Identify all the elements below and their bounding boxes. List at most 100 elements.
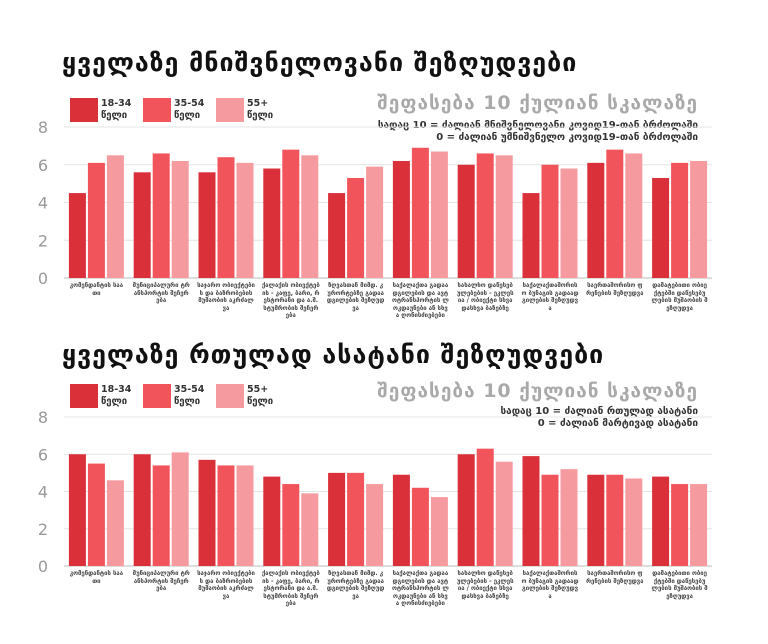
bar (236, 162, 254, 278)
bar (347, 472, 365, 566)
bar (68, 454, 86, 566)
x-tick-label: მუნიციპალური ტრანსპორტის შეჩერება (132, 282, 190, 304)
bar (366, 166, 384, 278)
scale-note-line-2: 0 = ძალიან მარტივად ასატანი (537, 418, 698, 429)
bar (652, 177, 670, 278)
legend-swatch (216, 98, 244, 122)
legend-swatch (143, 384, 171, 408)
y-tick-label: 2 (38, 520, 48, 539)
bar (606, 149, 624, 278)
legend-item-35-54: 35-54 წელი (143, 98, 208, 122)
bar (282, 149, 300, 278)
bar (690, 160, 708, 278)
bar (87, 162, 105, 278)
bar (347, 177, 365, 278)
bar (217, 465, 235, 566)
bar (171, 452, 189, 566)
x-tick-label: სახალხო დაწესებულებების - ეკლესია / ობიე… (456, 282, 514, 312)
x-tick-label: საერთაშორისო ფრენების შეზღუდვა (586, 570, 644, 585)
bar (198, 459, 216, 566)
bar (587, 162, 605, 278)
bar (133, 172, 151, 278)
bar (87, 463, 105, 566)
bar (495, 461, 513, 566)
y-tick-label: 0 (38, 269, 48, 288)
bar (457, 164, 475, 278)
bar (560, 469, 578, 566)
bar (263, 168, 281, 278)
bar (560, 168, 578, 278)
x-tick-label: საჯარო ობიექტების და ბაზრობების მუშაობის… (197, 570, 255, 600)
bar (541, 164, 559, 278)
bar (541, 474, 559, 566)
bar (476, 153, 494, 278)
legend-item-35-54: 35-54 წელი (143, 384, 208, 408)
bar (263, 476, 281, 566)
chart-2-scale-note: სადაც 10 = ძალიან რთულად ასატანი 0 = ძალ… (500, 406, 698, 430)
legend-label: 55+ წელი (247, 384, 274, 407)
bar (606, 474, 624, 566)
bar (430, 497, 448, 566)
bar (236, 465, 254, 566)
x-tick-label: ზღვასთან მიმდ. კურორტებზე გადაადგილების … (326, 282, 385, 312)
bar (68, 193, 86, 278)
bar (106, 480, 124, 566)
y-tick-label: 0 (38, 557, 48, 576)
bar (301, 493, 319, 566)
y-tick-label: 2 (38, 231, 48, 250)
chart-1-scale-title: შეფასება 10 ქულიან სკალაზე (377, 92, 698, 114)
x-tick-label: ქალაქის ობიექტების - კაფე, ბარი, რესტორა… (261, 282, 320, 319)
legend-item-55-plus: 55+ წელი (216, 98, 281, 122)
legend-item-55-plus: 55+ წელი (216, 384, 281, 408)
x-tick-label: საქალაქთაშორისო ბუნაგის გადაადგილების შე… (521, 282, 579, 312)
bar (282, 484, 300, 566)
y-tick-label: 8 (38, 408, 48, 427)
legend-label: 18-34 წელი (101, 384, 132, 407)
chart-2-title: ყველაზე რთულად ასატანი შეზღუდვები (62, 340, 605, 369)
bar (411, 487, 429, 566)
bar (430, 151, 448, 278)
x-tick-label: ზღვასთან მიმდ. კურორტებზე გადაადგილების … (326, 570, 385, 600)
legend-swatch (216, 384, 244, 408)
bar (495, 155, 513, 278)
scale-note-line-1: სადაც 10 = ძალიან მნიშვნელოვანი კოვიდ19-… (377, 120, 698, 131)
bar (392, 474, 410, 566)
bar (671, 484, 689, 566)
y-tick-label: 6 (38, 445, 48, 464)
legend-label: 35-54 წელი (174, 98, 205, 121)
chart-2-scale-title: შეფასება 10 ქულიან სკალაზე (377, 380, 698, 402)
bar (198, 172, 216, 278)
bar (652, 476, 670, 566)
bar (171, 160, 189, 278)
bar (671, 162, 689, 278)
chart-1-legend: 18-34 წელი 35-54 წელი 55+ წელი (70, 98, 281, 122)
y-tick-label: 6 (38, 156, 48, 175)
legend-swatch (70, 98, 98, 122)
legend-item-18-34: 18-34 წელი (70, 98, 135, 122)
x-tick-label: საერთაშორისო ფრენების შეზღუდვა (586, 282, 644, 297)
x-tick-label: საქალაქთა გადაადგილების და ავტოტრანსპორტ… (391, 570, 449, 607)
legend-label: 35-54 წელი (174, 384, 205, 407)
bar (152, 465, 170, 566)
bar (690, 484, 708, 566)
bar (106, 155, 124, 278)
x-tick-label: დამატებითი ობიექტებში დაწესებულების მუშა… (651, 570, 708, 600)
bar (328, 193, 346, 278)
x-tick-label: საქალაქთა გადაადგილების და ავტოტრანსპორტ… (391, 282, 449, 319)
x-tick-label: სახალხო დაწესებულებების - ეკლესია / ობიე… (456, 570, 514, 600)
bar (366, 484, 384, 566)
bar (392, 160, 410, 278)
bar (133, 454, 151, 566)
legend-label: 55+ წელი (247, 98, 274, 121)
bar (411, 147, 429, 278)
scale-note-line-1: სადაც 10 = ძალიან რთულად ასატანი (500, 406, 698, 417)
bar (587, 474, 605, 566)
legend-label: 18-34 წელი (101, 98, 132, 121)
bar (625, 478, 643, 566)
y-tick-label: 8 (38, 118, 48, 137)
chart-1-scale-note: სადაც 10 = ძალიან მნიშვნელოვანი კოვიდ19-… (378, 120, 698, 144)
scale-note-line-2: 0 = ძალიან უმნიშვნელო კოვიდ19-თან ბრძოლა… (436, 132, 698, 143)
legend-item-18-34: 18-34 წელი (70, 384, 135, 408)
bar (217, 157, 235, 278)
